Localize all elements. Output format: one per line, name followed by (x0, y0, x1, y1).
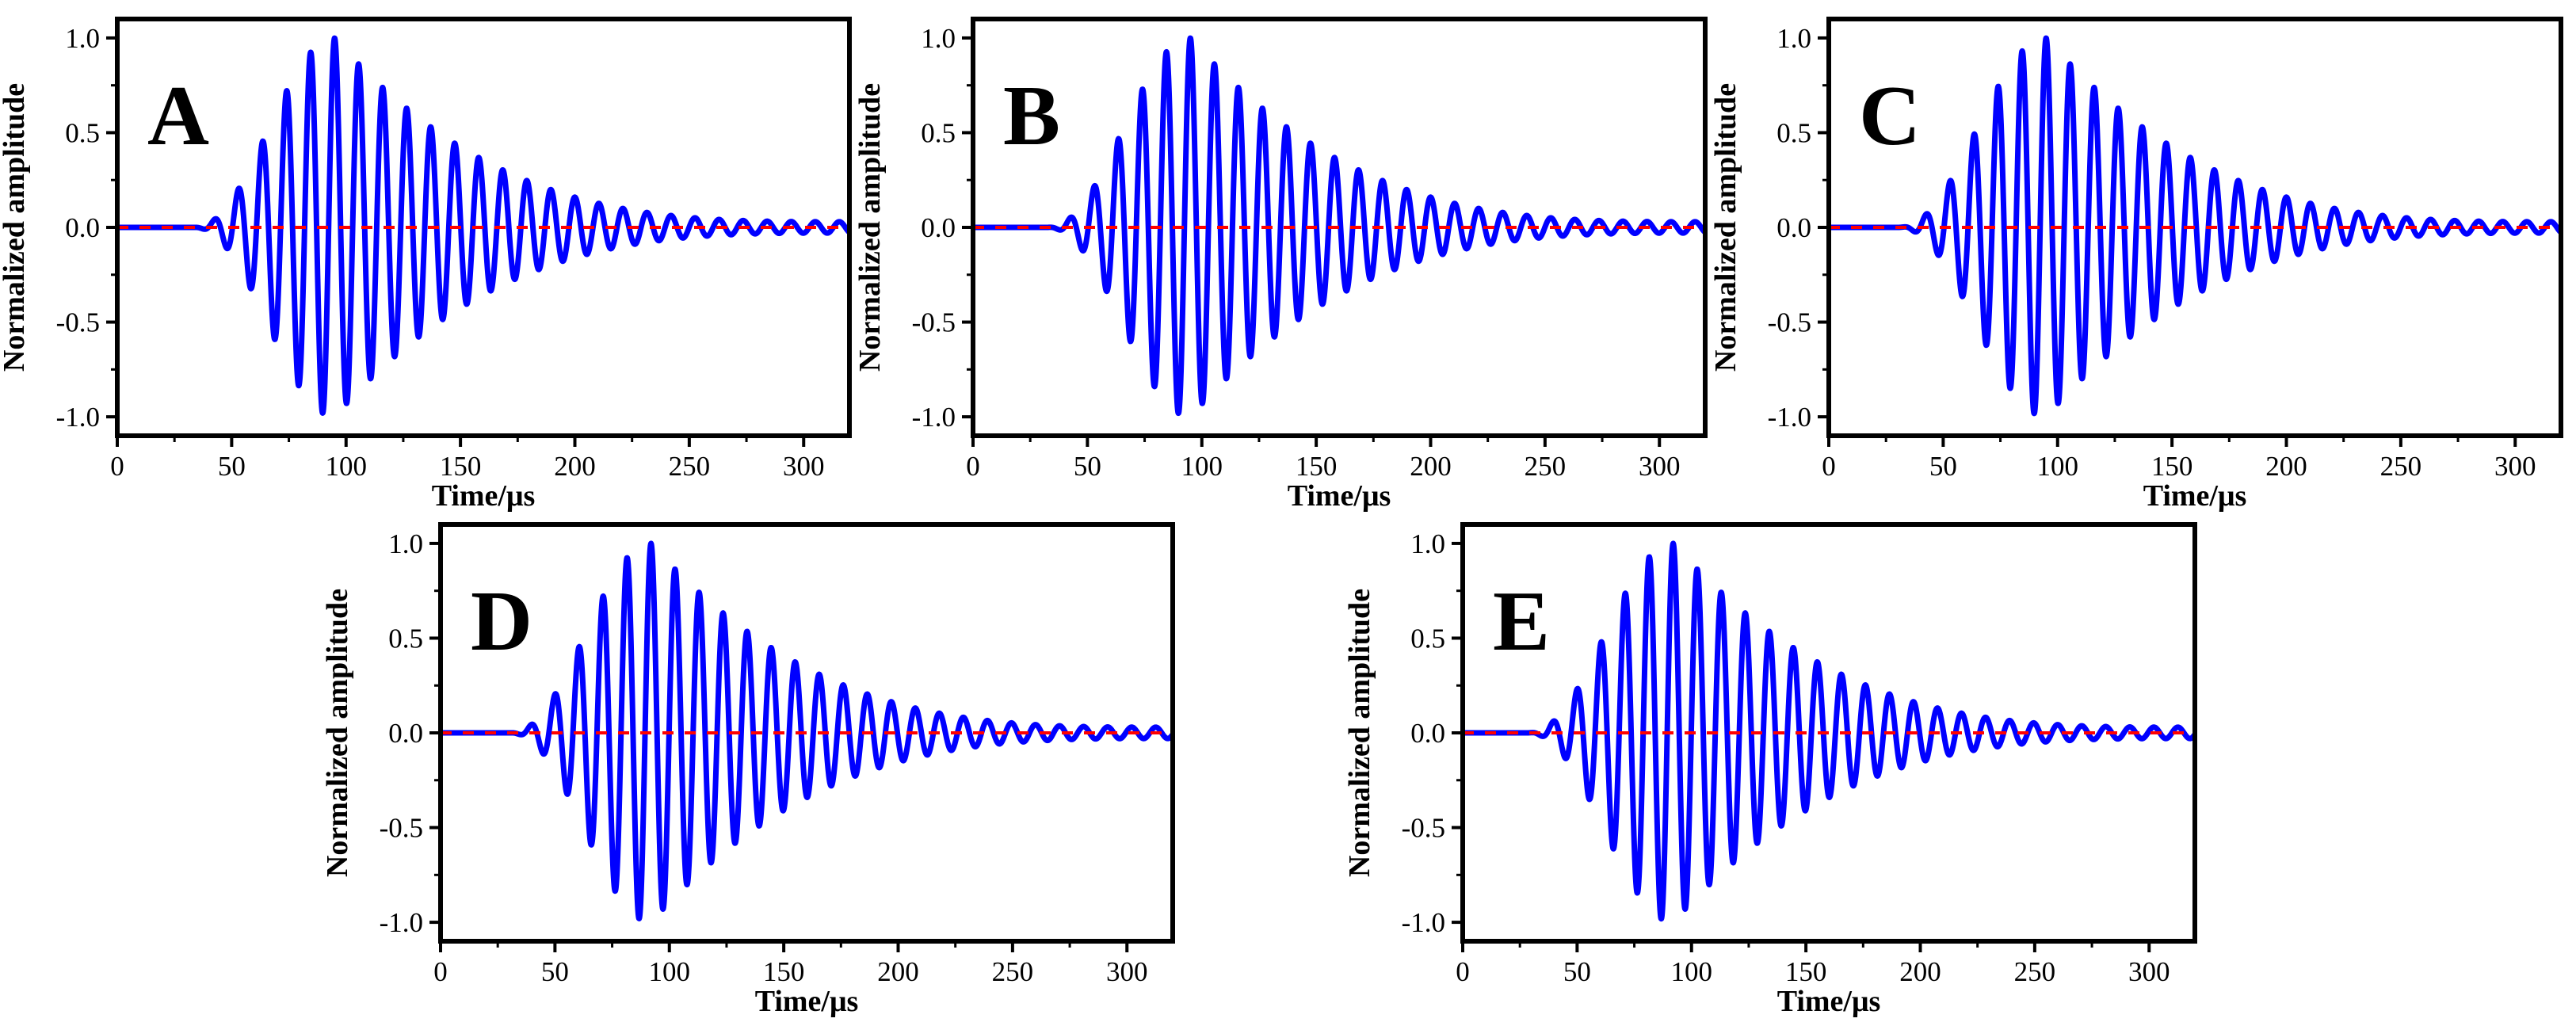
y-tick-label: 1.0 (388, 528, 423, 559)
y-tick-label: 0.5 (65, 117, 100, 148)
y-tick-label: -1.0 (912, 402, 956, 433)
y-tick-label: 0.0 (65, 212, 100, 243)
y-tick-label: 0.0 (1776, 212, 1811, 243)
y-tick-label: -1.0 (56, 402, 100, 433)
y-axis-title: Normalized amplitude (1343, 589, 1376, 877)
x-tick-label: 300 (1106, 956, 1148, 987)
y-axis-title: Normalized amplitude (321, 589, 354, 877)
y-tick-label: -0.5 (1402, 813, 1445, 844)
x-tick-label: 50 (1929, 451, 1957, 482)
y-tick-label: -0.5 (380, 813, 423, 844)
x-tick-label: 150 (763, 956, 805, 987)
y-tick-label: 1.0 (921, 23, 956, 54)
signal-line (441, 540, 1173, 921)
y-tick-label: -1.0 (1402, 907, 1445, 938)
signal-line (973, 35, 1705, 417)
panel-label: E (1493, 574, 1550, 669)
x-tick-label: 200 (2265, 451, 2307, 482)
x-tick-label: 50 (541, 956, 569, 987)
y-tick-label: -1.0 (380, 907, 423, 938)
panel-label: A (147, 69, 209, 163)
panel-c: 0 50 100 150 200 250 300 -1.0 -0.5 0.0 0.5 1.0 Time/… (1709, 17, 2563, 513)
x-axis-title: Time/μs (2143, 479, 2247, 513)
y-tick-label: -0.5 (1768, 307, 1811, 338)
x-tick-label: 100 (326, 451, 368, 482)
x-tick-label: 150 (1296, 451, 1338, 482)
x-tick-label: 0 (433, 956, 448, 987)
x-tick-label: 200 (554, 451, 596, 482)
x-tick-label: 0 (966, 451, 980, 482)
x-tick-label: 300 (1639, 451, 1681, 482)
x-axis-title: Time/μs (1288, 479, 1391, 513)
y-tick-label: -1.0 (1768, 402, 1811, 433)
y-tick-label: -0.5 (56, 307, 100, 338)
signal-line (1463, 540, 2195, 922)
x-tick-label: 250 (1525, 451, 1567, 482)
x-tick-label: 50 (1563, 956, 1591, 987)
panel-d: 0 50 100 150 200 250 300 -1.0 -0.5 0.0 0.5 1.0 Time/… (321, 522, 1175, 1018)
y-tick-label: -0.5 (912, 307, 956, 338)
x-tick-label: 250 (2014, 956, 2056, 987)
x-tick-label: 200 (1899, 956, 1941, 987)
panel-label: B (1003, 69, 1060, 163)
y-tick-label: 0.0 (1410, 718, 1445, 749)
y-tick-label: 0.0 (921, 212, 956, 243)
x-tick-label: 100 (1181, 451, 1223, 482)
panel-a: 0 50 100 150 200 250 300 -1.0 -0.5 0.0 0.5 1.0 Time/… (0, 17, 852, 513)
x-axis-title: Time/μs (755, 985, 859, 1018)
y-tick-label: 1.0 (65, 23, 100, 54)
y-tick-label: 0.5 (1776, 117, 1811, 148)
x-tick-label: 150 (2151, 451, 2193, 482)
panel-label: D (471, 574, 532, 669)
y-axis-title: Normalized amplitude (0, 83, 31, 372)
x-tick-label: 50 (1074, 451, 1101, 482)
x-tick-label: 300 (2128, 956, 2170, 987)
x-tick-label: 0 (110, 451, 124, 482)
x-tick-label: 100 (649, 956, 691, 987)
signal-line (1829, 35, 2561, 417)
y-axis-title: Normalized amplitude (1709, 83, 1742, 372)
x-tick-label: 250 (2380, 451, 2422, 482)
x-tick-label: 250 (992, 956, 1034, 987)
x-axis-title: Time/μs (432, 479, 536, 513)
x-tick-label: 100 (2037, 451, 2079, 482)
x-tick-label: 300 (783, 451, 825, 482)
y-tick-label: 0.0 (388, 718, 423, 749)
x-tick-label: 200 (1410, 451, 1452, 482)
panel-e: 0 50 100 150 200 250 300 -1.0 -0.5 0.0 0.5 1.0 Time/… (1343, 522, 2197, 1018)
panel-b: 0 50 100 150 200 250 300 -1.0 -0.5 0.0 0.5 1.0 Time/… (853, 17, 1708, 513)
x-tick-label: 0 (1822, 451, 1836, 482)
y-tick-label: 0.5 (388, 623, 423, 654)
y-tick-label: 0.5 (921, 117, 956, 148)
x-tick-label: 150 (440, 451, 482, 482)
y-tick-label: 0.5 (1410, 623, 1445, 654)
x-tick-label: 250 (669, 451, 711, 482)
x-tick-label: 300 (2494, 451, 2536, 482)
y-tick-label: 1.0 (1776, 23, 1811, 54)
x-tick-label: 50 (218, 451, 246, 482)
x-axis-title: Time/μs (1777, 985, 1881, 1018)
signal-line (117, 35, 849, 416)
x-tick-label: 200 (877, 956, 919, 987)
y-axis-title: Normalized amplitude (853, 83, 887, 372)
x-tick-label: 150 (1785, 956, 1827, 987)
y-tick-label: 1.0 (1410, 528, 1445, 559)
x-tick-label: 100 (1671, 956, 1713, 987)
x-tick-label: 0 (1456, 956, 1470, 987)
panel-label: C (1859, 69, 1921, 163)
